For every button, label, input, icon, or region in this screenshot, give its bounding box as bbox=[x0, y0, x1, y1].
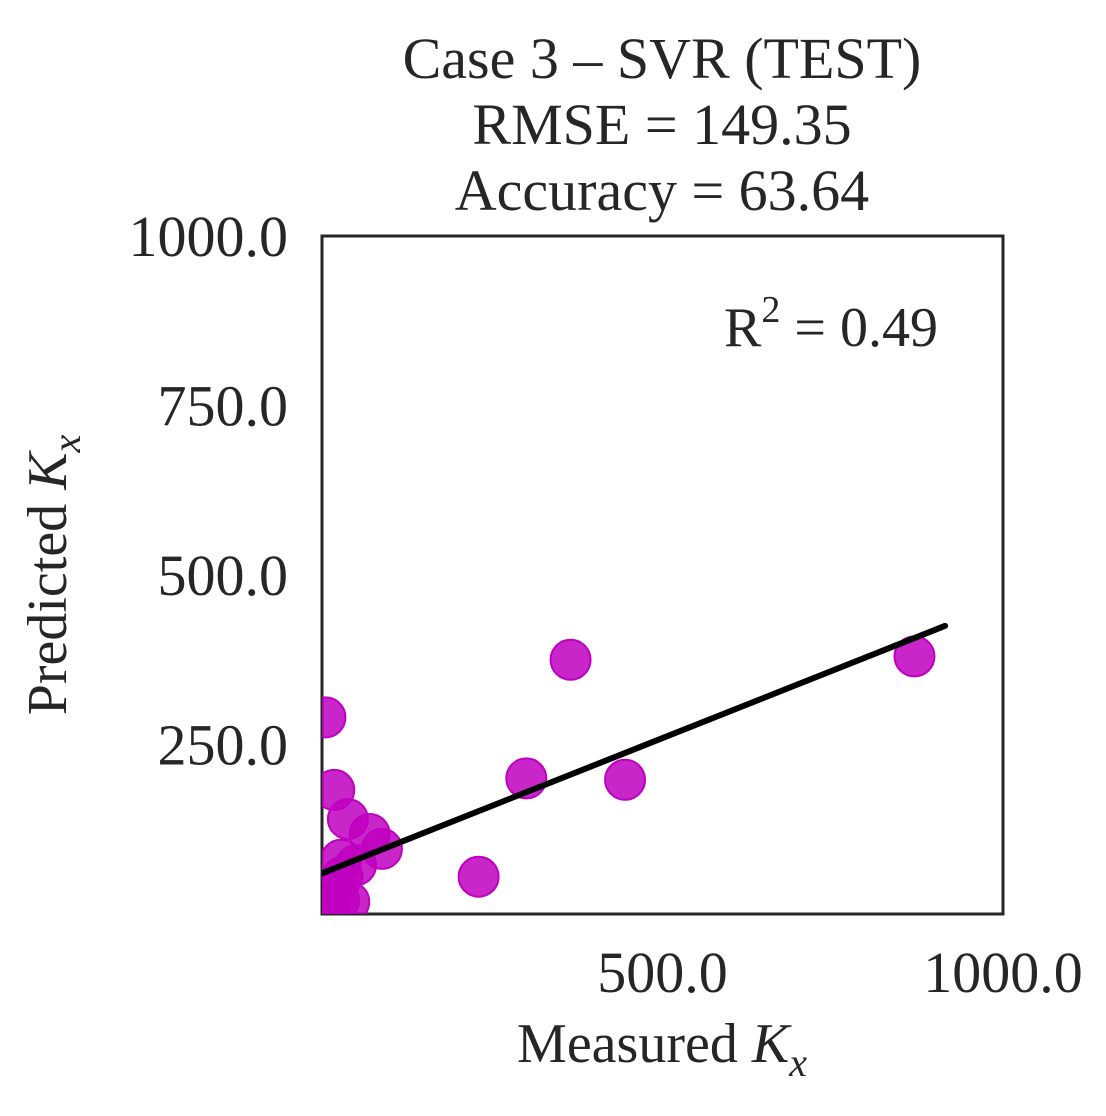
data-point-15 bbox=[604, 758, 647, 801]
r-squared-base: R bbox=[724, 297, 762, 359]
y-tick-label-2: 750.0 bbox=[158, 374, 289, 439]
fit-line-group bbox=[322, 622, 949, 877]
y-axis-label-text: Predicted bbox=[17, 504, 79, 715]
y-axis-label: Predicted Kx bbox=[17, 434, 89, 715]
chart-title-line-3: Accuracy = 63.64 bbox=[455, 158, 869, 223]
y-tick-label-3: 1000.0 bbox=[129, 204, 289, 269]
data-point-0 bbox=[322, 696, 347, 739]
r-squared-value: = 0.49 bbox=[780, 297, 938, 359]
y-axis-label-sub: x bbox=[44, 434, 89, 453]
y-tick-label-1: 500.0 bbox=[158, 543, 289, 608]
y-tick-label-0: 250.0 bbox=[158, 713, 289, 778]
x-axis-label: Measured Kx bbox=[517, 1013, 807, 1085]
chart-title-line-2: RMSE = 149.35 bbox=[472, 92, 851, 157]
y-tick-labels: 250.0 500.0 750.0 1000.0 bbox=[129, 204, 289, 778]
x-tick-labels: 500.0 1000.0 bbox=[597, 940, 1083, 1005]
data-point-14 bbox=[549, 638, 592, 681]
r-squared-superscript: 2 bbox=[761, 289, 780, 331]
chart-title-line-1: Case 3 – SVR (TEST) bbox=[403, 26, 922, 91]
x-tick-label-1: 1000.0 bbox=[923, 940, 1083, 1005]
plot-frame bbox=[320, 234, 1005, 916]
r-squared-annotation: R2 = 0.49 bbox=[724, 289, 938, 359]
x-axis-label-var: K bbox=[751, 1013, 792, 1075]
fit-line bbox=[322, 622, 949, 877]
data-points bbox=[322, 635, 936, 914]
y-axis-label-var: K bbox=[17, 450, 79, 491]
x-tick-label-0: 500.0 bbox=[597, 940, 728, 1005]
data-point-12 bbox=[457, 855, 500, 898]
x-axis-label-sub: x bbox=[788, 1040, 807, 1085]
x-axis-label-text: Measured bbox=[517, 1013, 738, 1075]
